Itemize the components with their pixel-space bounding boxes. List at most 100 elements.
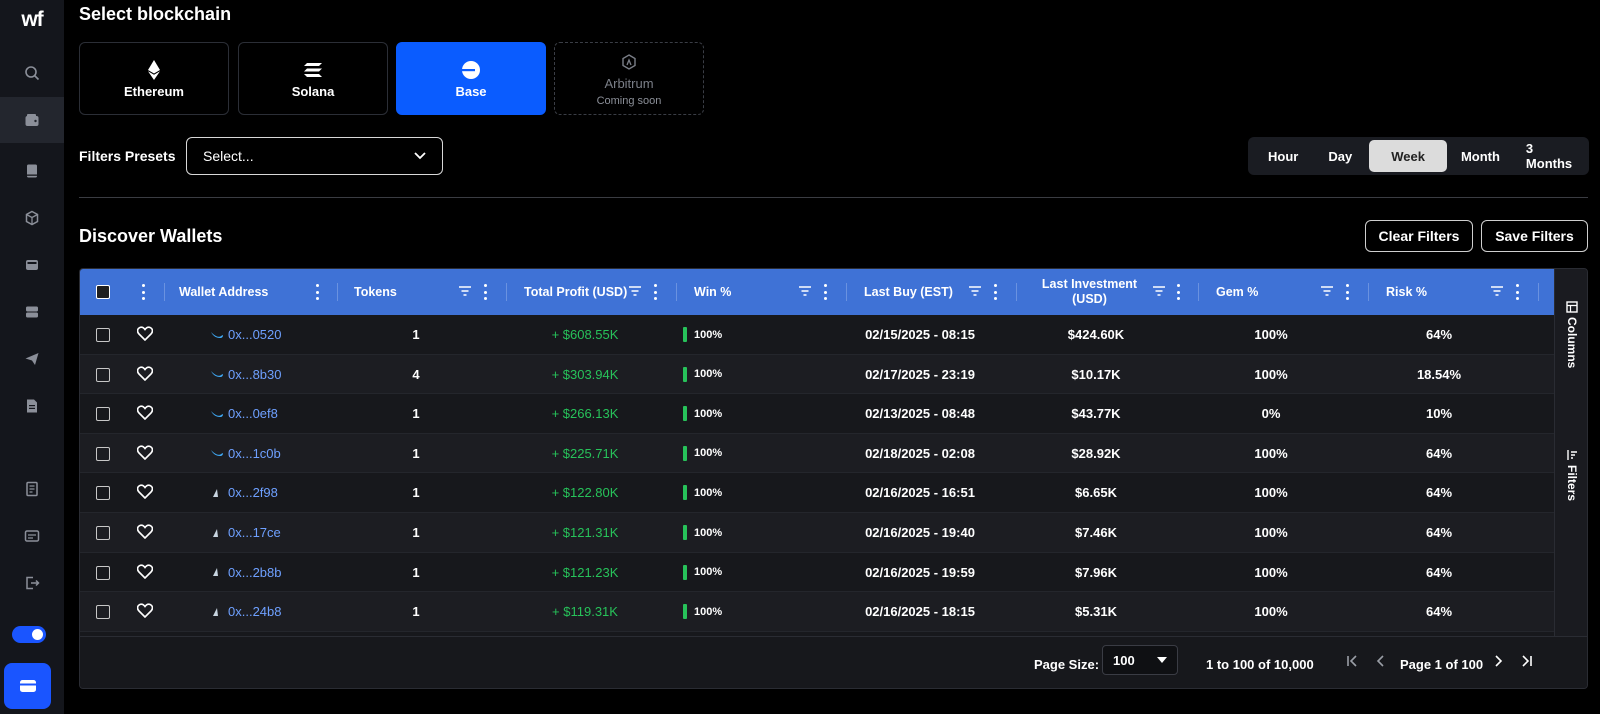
table-row[interactable]: 0x...24b8 1 + $119.31K 100% 02/16/2025 - 18:… xyxy=(80,592,1554,632)
col-last-investment[interactable]: Last Investment (USD) xyxy=(1041,277,1138,306)
table-row[interactable]: 0x...0ef8 1 + $266.13K 100% 02/13/2025 - 08:… xyxy=(80,394,1554,434)
row-checkbox[interactable] xyxy=(96,407,110,422)
wallet-address-link[interactable]: 0x...0ef8 xyxy=(228,406,278,422)
server-icon[interactable] xyxy=(0,289,64,335)
save-filters-button[interactable]: Save Filters xyxy=(1481,220,1588,252)
book-icon[interactable] xyxy=(0,148,64,194)
wallet-address-cell[interactable]: 0x...2f98 xyxy=(210,473,278,512)
card-icon[interactable] xyxy=(0,513,64,559)
wallet-icon[interactable] xyxy=(0,97,64,143)
col-risk-pct[interactable]: Risk % xyxy=(1386,285,1427,299)
filter-icon[interactable] xyxy=(799,286,811,296)
more-icon[interactable] xyxy=(141,284,145,300)
app-logo: wf xyxy=(21,8,43,31)
period-week[interactable]: Week xyxy=(1369,140,1447,172)
logout-icon[interactable] xyxy=(0,560,64,606)
wallet-address-link[interactable]: 0x...1c0b xyxy=(228,445,281,461)
col-last-buy[interactable]: Last Buy (EST) xyxy=(864,285,953,299)
filter-icon[interactable] xyxy=(1491,286,1503,296)
document-icon[interactable] xyxy=(0,383,64,429)
filters-presets-select[interactable]: Select... xyxy=(186,137,443,175)
filter-icon[interactable] xyxy=(459,286,471,296)
table-row[interactable]: 0x...1c0b 1 + $225.71K 100% 02/18/2025 - 02:… xyxy=(80,433,1554,474)
send-icon[interactable] xyxy=(0,336,64,382)
select-all-checkbox[interactable] xyxy=(96,285,110,299)
chain-solana-button[interactable]: Solana xyxy=(238,42,388,115)
heart-icon[interactable] xyxy=(137,564,153,579)
wallet-address-link[interactable]: 0x...2b8b xyxy=(228,564,282,580)
risk-pct-cell: 64% xyxy=(1425,564,1453,580)
wallet-address-link[interactable]: 0x...24b8 xyxy=(228,604,282,620)
filter-icon[interactable] xyxy=(969,286,981,296)
period-3-months[interactable]: 3 Months xyxy=(1525,141,1573,171)
wallet-address-cell[interactable]: 0x...1c0b xyxy=(210,434,281,473)
table-row[interactable]: 0x...8b30 4 + $303.94K 100% 02/17/2025 - 23:… xyxy=(80,354,1554,395)
page-size-select[interactable]: 100 xyxy=(1102,645,1178,675)
col-win-pct[interactable]: Win % xyxy=(694,285,732,299)
period-month[interactable]: Month xyxy=(1460,148,1500,164)
filters-tab[interactable]: Filters xyxy=(1555,449,1587,501)
row-checkbox[interactable] xyxy=(96,446,110,461)
win-pct-cell: 100% xyxy=(694,566,723,579)
table-row[interactable]: 0x...2f98 1 + $122.80K 100% 02/16/2025 - 16:… xyxy=(80,473,1554,513)
columns-tab[interactable]: Columns xyxy=(1555,301,1587,368)
search-icon[interactable] xyxy=(0,50,64,96)
first-page-icon[interactable] xyxy=(1346,655,1358,667)
wallet-address-cell[interactable]: 0x...0ef8 xyxy=(210,394,278,433)
more-icon[interactable] xyxy=(653,284,657,300)
more-icon[interactable] xyxy=(823,284,827,300)
heart-icon[interactable] xyxy=(137,484,153,500)
more-icon[interactable] xyxy=(315,284,319,300)
connect-wallet-button[interactable] xyxy=(4,663,51,709)
heart-icon[interactable] xyxy=(137,603,153,619)
col-gem-pct[interactable]: Gem % xyxy=(1216,285,1259,299)
heart-icon[interactable] xyxy=(137,445,153,460)
chain-ethereum-button[interactable]: Ethereum xyxy=(79,42,229,115)
filter-icon[interactable] xyxy=(1321,286,1333,296)
heart-icon[interactable] xyxy=(137,366,153,381)
wallet-address-link[interactable]: 0x...8b30 xyxy=(228,366,282,382)
filter-icon[interactable] xyxy=(629,286,641,296)
filter-icon[interactable] xyxy=(1153,286,1165,296)
col-wallet-address[interactable]: Wallet Address xyxy=(179,285,269,299)
chain-arbitrum-button: Arbitrum Coming soon xyxy=(554,42,704,115)
period-day[interactable]: Day xyxy=(1328,148,1353,164)
heart-icon[interactable] xyxy=(137,326,153,341)
wallet-address-cell[interactable]: 0x...24b8 xyxy=(210,592,282,631)
wallet-address-cell[interactable]: 0x...17ce xyxy=(210,513,281,552)
chain-base-button[interactable]: Base xyxy=(396,42,546,115)
prev-page-icon[interactable] xyxy=(1375,655,1387,667)
next-page-icon[interactable] xyxy=(1492,655,1504,667)
period-hour[interactable]: Hour xyxy=(1268,148,1299,164)
row-checkbox[interactable] xyxy=(96,565,110,580)
wallet-address-cell[interactable]: 0x...0520 xyxy=(210,315,282,354)
wallet-address-link[interactable]: 0x...0520 xyxy=(228,327,282,342)
table-row[interactable]: 0x...17ce 1 + $121.31K 100% 02/16/2025 - 19:… xyxy=(80,513,1554,553)
row-checkbox[interactable] xyxy=(96,526,110,540)
clear-filters-button[interactable]: Clear Filters xyxy=(1365,220,1473,252)
row-checkbox[interactable] xyxy=(96,328,110,342)
wallet-address-link[interactable]: 0x...2f98 xyxy=(228,485,278,501)
wallet-address-link[interactable]: 0x...17ce xyxy=(228,525,281,540)
notebook-icon[interactable] xyxy=(0,466,64,512)
heart-icon[interactable] xyxy=(137,524,153,539)
col-tokens[interactable]: Tokens xyxy=(354,285,397,299)
cube-icon[interactable] xyxy=(0,195,64,241)
more-icon[interactable] xyxy=(1345,284,1349,300)
more-icon[interactable] xyxy=(1515,284,1519,300)
last-page-icon[interactable] xyxy=(1521,655,1533,667)
inbox-icon[interactable] xyxy=(0,242,64,288)
row-checkbox[interactable] xyxy=(96,367,110,382)
more-icon[interactable] xyxy=(993,284,997,300)
table-row[interactable]: 0x...0520 1 + $608.55K 100% 02/15/2025 - 08:… xyxy=(80,315,1554,355)
row-checkbox[interactable] xyxy=(96,486,110,501)
wallet-address-cell[interactable]: 0x...2b8b xyxy=(210,553,282,592)
wallet-address-cell[interactable]: 0x...8b30 xyxy=(210,355,282,394)
more-icon[interactable] xyxy=(1176,284,1180,300)
theme-toggle[interactable] xyxy=(12,626,46,643)
heart-icon[interactable] xyxy=(137,405,153,421)
table-row[interactable]: 0x...2b8b 1 + $121.23K 100% 02/16/2025 - 19:… xyxy=(80,553,1554,593)
row-checkbox[interactable] xyxy=(96,605,110,620)
col-total-profit[interactable]: Total Profit (USD) xyxy=(524,285,628,299)
more-icon[interactable] xyxy=(483,284,487,300)
